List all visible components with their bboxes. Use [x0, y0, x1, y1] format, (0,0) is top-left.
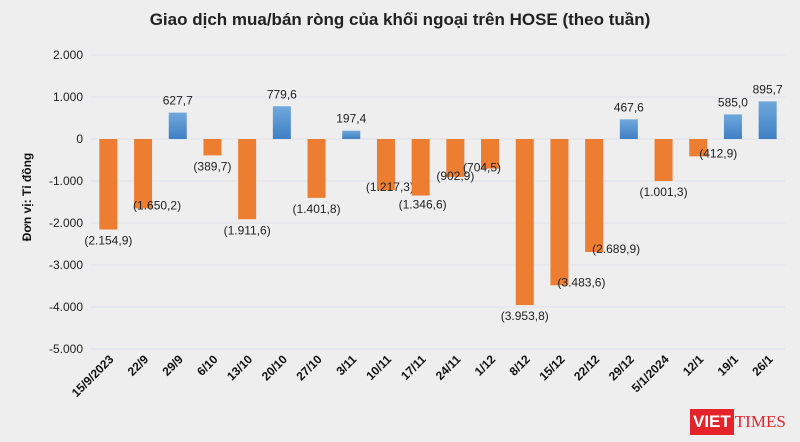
- data-label: (1.346,6): [399, 198, 447, 212]
- bar: [723, 114, 742, 139]
- data-label: (1.217,3): [366, 180, 414, 194]
- x-tick-label: 10/11: [363, 352, 394, 383]
- bar: [134, 139, 153, 209]
- x-tick-label: 13/10: [224, 352, 255, 383]
- data-label: 779,6: [267, 87, 297, 101]
- x-tick-label: 24/11: [433, 352, 464, 383]
- y-tick-label: -2.000: [49, 216, 83, 230]
- bar: [376, 139, 395, 191]
- data-label: (902,9): [436, 169, 474, 183]
- bar: [307, 139, 326, 198]
- bar: [758, 101, 777, 139]
- x-tick-label: 12/1: [680, 352, 707, 379]
- bar: [481, 139, 500, 169]
- bar: [446, 139, 465, 177]
- bar: [99, 139, 118, 230]
- data-label: (2.154,9): [84, 234, 132, 248]
- x-tick-label: 17/11: [398, 352, 429, 383]
- x-tick-label: 22/9: [125, 352, 152, 379]
- x-tick-label: 5/1/2024: [629, 352, 672, 395]
- bar: [168, 112, 187, 139]
- y-tick-label: 0: [76, 132, 83, 146]
- x-tick-label: 6/10: [194, 352, 221, 379]
- data-label: (1.401,8): [293, 202, 341, 216]
- bar: [411, 139, 430, 196]
- x-tick-label: 20/10: [259, 352, 290, 383]
- x-tick-label: 15/12: [536, 352, 567, 383]
- data-label: 895,7: [753, 82, 783, 96]
- x-tick-label: 22/12: [571, 352, 602, 383]
- data-label: (704,5): [463, 161, 501, 175]
- data-label: 467,6: [614, 100, 644, 114]
- y-tick-label: 2.000: [53, 48, 83, 62]
- data-label: (1.650,2): [133, 198, 181, 212]
- chart-title: Giao dịch mua/bán ròng của khối ngoại tr…: [149, 10, 651, 29]
- y-tick-label: 1.000: [53, 90, 83, 104]
- bar: [654, 139, 673, 182]
- data-label: (3.953,8): [501, 309, 549, 323]
- data-label: 585,0: [718, 95, 748, 109]
- y-tick-label: -4.000: [49, 300, 83, 314]
- bar: [619, 119, 638, 139]
- x-tick-label: 15/9/2023: [69, 352, 117, 400]
- data-label: (389,7): [193, 159, 231, 173]
- x-tick-label: 19/1: [715, 352, 742, 379]
- bar: [689, 139, 708, 157]
- bar: [238, 139, 257, 220]
- bar: [342, 130, 361, 139]
- bar: [585, 139, 604, 252]
- y-tick-label: -1.000: [49, 174, 83, 188]
- data-label: (1.911,6): [224, 223, 271, 237]
- y-tick-label: -5.000: [49, 342, 83, 356]
- data-label: (412,9): [699, 146, 737, 160]
- x-tick-label: 29/12: [606, 352, 637, 383]
- x-tick-label: 27/10: [294, 352, 325, 383]
- data-label: 627,7: [163, 94, 193, 108]
- data-label: (2.689,9): [592, 242, 640, 256]
- bar: [515, 139, 534, 306]
- x-tick-label: 3/11: [333, 352, 359, 378]
- bar: [203, 139, 222, 156]
- bar: [550, 139, 569, 286]
- y-tick-label: -3.000: [49, 258, 83, 272]
- data-label: (3.483,6): [557, 275, 605, 289]
- data-label: 197,4: [336, 112, 366, 126]
- x-tick-label: 26/1: [749, 352, 776, 379]
- x-tick-label: 1/12: [472, 352, 499, 379]
- viettimes-logo: VIET TIMES: [690, 408, 786, 436]
- x-tick-label: 8/12: [506, 352, 533, 379]
- x-tick-label: 29/9: [159, 352, 186, 379]
- data-label: (1.001,3): [640, 185, 688, 199]
- bar: [272, 106, 291, 139]
